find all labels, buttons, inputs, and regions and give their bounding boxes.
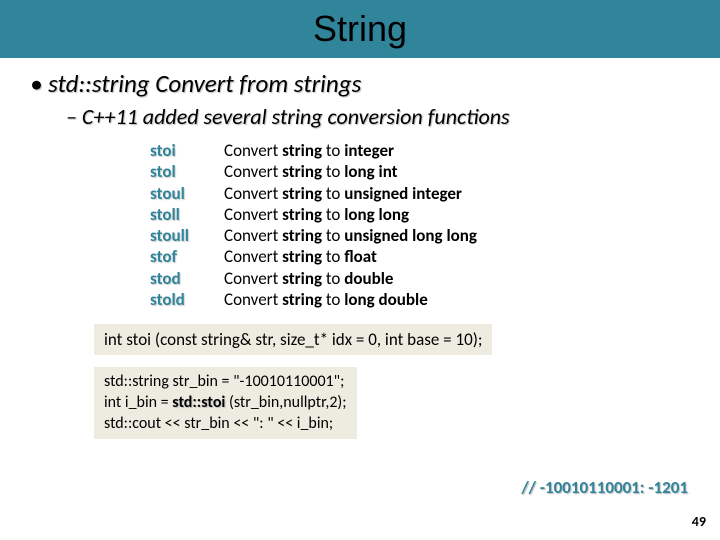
signature-box: int stoi (const string& str, size_t* idx… <box>94 324 492 355</box>
function-name: stold <box>150 289 224 310</box>
function-row: stollConvert string to long long <box>150 204 690 225</box>
function-row: stofConvert string to float <box>150 246 690 267</box>
code-l2c: (str_bin,nullptr,2); <box>225 393 346 412</box>
code-box: std::string str_bin = "-10010110001"; in… <box>94 367 357 439</box>
function-name: stod <box>150 268 224 289</box>
code-line-3: std::cout << str_bin << ": " << i_bin; <box>104 414 347 435</box>
function-table: stoiConvert string to integerstolConvert… <box>150 140 690 310</box>
function-row: stoulConvert string to unsigned integer <box>150 183 690 204</box>
function-row: stolConvert string to long int <box>150 161 690 182</box>
function-name: stoull <box>150 225 224 246</box>
function-row: stoullConvert string to unsigned long lo… <box>150 225 690 246</box>
function-row: stoldConvert string to long double <box>150 289 690 310</box>
function-name: stol <box>150 161 224 182</box>
function-desc: Convert string to unsigned integer <box>224 183 462 204</box>
code-l2a: int i_bin = <box>104 393 172 412</box>
title-bar: String <box>0 0 720 58</box>
function-desc: Convert string to long long <box>224 204 409 225</box>
content-area: • std::string Convert from strings – C++… <box>0 58 720 439</box>
code-line-1: std::string str_bin = "-10010110001"; <box>104 372 347 393</box>
function-desc: Convert string to long int <box>224 161 398 182</box>
bullet-sub: – C++11 added several string conversion … <box>66 103 690 130</box>
page-title: String <box>313 8 407 50</box>
function-desc: Convert string to float <box>224 246 377 267</box>
function-name: stof <box>150 246 224 267</box>
function-desc: Convert string to long double <box>224 289 428 310</box>
page-number: 49 <box>692 513 706 530</box>
function-row: stodConvert string to double <box>150 268 690 289</box>
bullet-main: • std::string Convert from strings <box>30 68 690 99</box>
output-comment: // -10010110001: -1201 <box>521 477 688 498</box>
function-name: stoi <box>150 140 224 161</box>
code-l2b: std::stoi <box>172 393 225 412</box>
function-desc: Convert string to unsigned long long <box>224 225 477 246</box>
function-row: stoiConvert string to integer <box>150 140 690 161</box>
code-line-2: int i_bin = std::stoi (str_bin,nullptr,2… <box>104 393 347 414</box>
function-desc: Convert string to double <box>224 268 393 289</box>
function-desc: Convert string to integer <box>224 140 394 161</box>
function-name: stoul <box>150 183 224 204</box>
function-name: stoll <box>150 204 224 225</box>
